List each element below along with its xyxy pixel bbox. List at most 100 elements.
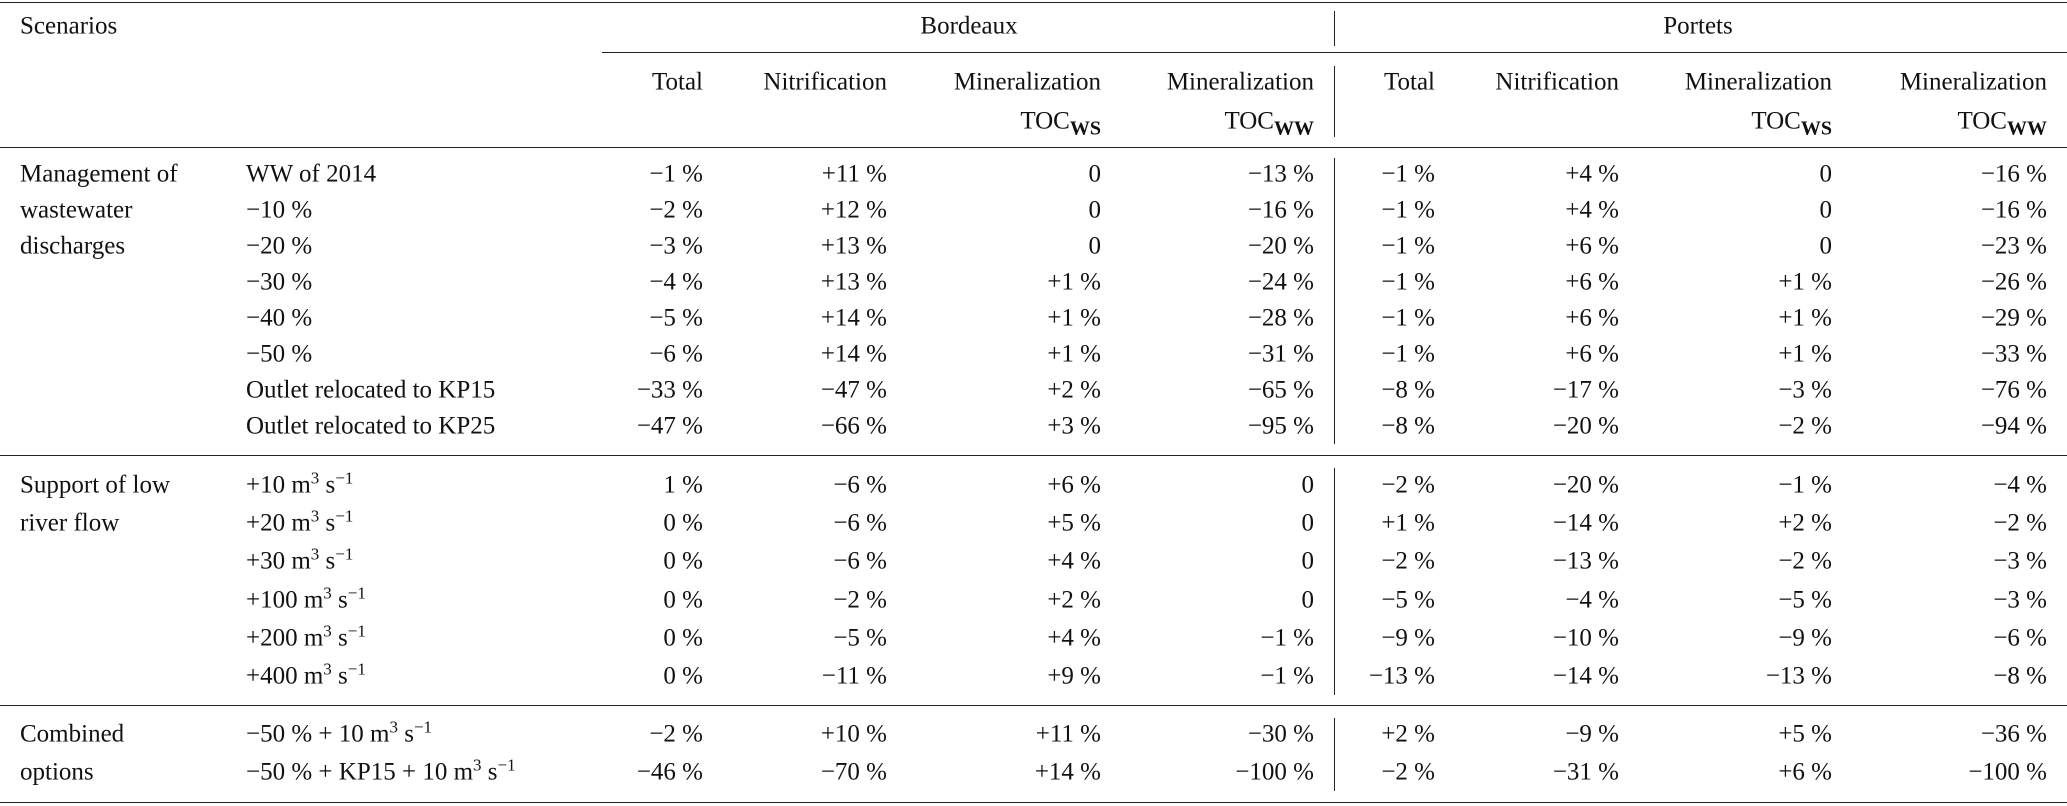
cell-value: −5 % xyxy=(649,304,703,332)
cell-value: −3 % xyxy=(1993,547,2047,575)
column-header: Total xyxy=(1383,68,1435,96)
scenario: −30 % xyxy=(246,270,312,295)
scenario-text: s xyxy=(319,509,336,537)
scenario: +10 m3 s−1 xyxy=(246,470,353,499)
scenario: −50 % + KP15 + 10 m3 s−1 xyxy=(246,757,516,786)
group-title: Bordeaux xyxy=(920,12,1018,40)
cell-value: −9 % xyxy=(1565,720,1619,748)
separator xyxy=(1334,66,1335,137)
cell-value: −9 % xyxy=(1381,624,1435,652)
scenario: +400 m3 s−1 xyxy=(246,661,366,690)
cell-value: −20 % xyxy=(1552,471,1619,499)
cell-value: −24 % xyxy=(1247,268,1314,296)
cell-value: −1 % xyxy=(1381,340,1435,368)
scenario-text: −50 % + KP15 + 10 m xyxy=(246,758,474,786)
cell-value: +2 % xyxy=(1381,720,1435,748)
column-header-toc: TOCWW xyxy=(1224,109,1314,139)
cell-value: 0 xyxy=(1819,232,1833,260)
cell-value: 0 % xyxy=(663,547,703,575)
column-header: Mineralization xyxy=(953,68,1101,96)
scenario-text: s xyxy=(331,624,348,652)
cell-value: −70 % xyxy=(820,758,887,786)
superscript: 3 xyxy=(310,468,320,488)
toc-subscript: WS xyxy=(1800,117,1832,140)
section-label: river flow xyxy=(20,509,120,537)
cell-value: −1 % xyxy=(649,160,703,188)
cell-value: −29 % xyxy=(1980,304,2047,332)
scenario-text: +10 m xyxy=(246,471,311,499)
cell-value: +11 % xyxy=(1035,720,1101,748)
column-header: Total xyxy=(651,68,703,96)
cell-value: 0 xyxy=(1088,196,1102,224)
superscript: −1 xyxy=(335,468,354,488)
cell-value: −26 % xyxy=(1980,268,2047,296)
scenario-text: Outlet relocated to KP15 xyxy=(246,376,496,404)
cell-value: −76 % xyxy=(1980,376,2047,404)
cell-value: +5 % xyxy=(1778,720,1832,748)
cell-value: +4 % xyxy=(1047,547,1101,575)
separator xyxy=(1334,718,1335,791)
cell-value: +6 % xyxy=(1565,232,1619,260)
cell-value: −4 % xyxy=(1993,471,2047,499)
scenario: −50 % xyxy=(246,342,312,367)
cell-value: −28 % xyxy=(1247,304,1314,332)
cell-value: +11 % xyxy=(821,160,887,188)
cell-value: −1 % xyxy=(1381,268,1435,296)
superscript: −1 xyxy=(347,583,366,603)
cell-value: −20 % xyxy=(1552,412,1619,440)
superscript: 3 xyxy=(310,544,320,564)
cell-value: +1 % xyxy=(1778,304,1832,332)
scenario-text: −30 % xyxy=(246,268,313,296)
cell-value: −65 % xyxy=(1247,376,1314,404)
section-label: Combined xyxy=(20,720,125,748)
cell-value: −8 % xyxy=(1381,412,1435,440)
cell-value: +5 % xyxy=(1047,509,1101,537)
cell-value: +14 % xyxy=(820,304,887,332)
cell-value: +14 % xyxy=(1034,758,1101,786)
column-header: Nitrification xyxy=(763,68,887,96)
scenario-text: +200 m xyxy=(246,624,324,652)
scenario-text: s xyxy=(331,586,348,614)
toc-subscript: WW xyxy=(2007,117,2047,140)
cell-value: −6 % xyxy=(833,547,887,575)
cell-value: −95 % xyxy=(1247,412,1314,440)
column-header-toc: TOCWW xyxy=(1957,109,2047,139)
rule xyxy=(0,802,2067,803)
scenario-text: s xyxy=(331,662,348,690)
cell-value: −4 % xyxy=(649,268,703,296)
superscript: 3 xyxy=(473,755,482,775)
cell-value: −30 % xyxy=(1247,720,1314,748)
cell-value: −17 % xyxy=(1552,376,1619,404)
cell-value: −2 % xyxy=(1993,509,2047,537)
cell-value: −6 % xyxy=(649,340,703,368)
group-title: Portets xyxy=(1663,12,1733,40)
cell-value: −13 % xyxy=(1247,160,1314,188)
cell-value: −14 % xyxy=(1552,662,1619,690)
cell-value: −2 % xyxy=(1381,471,1435,499)
superscript: −1 xyxy=(335,506,354,526)
cell-value: −16 % xyxy=(1980,196,2047,224)
cell-value: +6 % xyxy=(1778,758,1832,786)
cell-value: −5 % xyxy=(1381,586,1435,614)
cell-value: 0 xyxy=(1301,586,1315,614)
scenario-text: −10 % xyxy=(246,196,313,224)
cell-value: −47 % xyxy=(820,376,887,404)
cell-value: −6 % xyxy=(1993,624,2047,652)
superscript: −1 xyxy=(347,659,366,679)
scenario-text: +100 m xyxy=(246,586,324,614)
rule xyxy=(0,147,2067,148)
section-label: Management of xyxy=(20,160,178,188)
cell-value: −1 % xyxy=(1381,196,1435,224)
cell-value: −2 % xyxy=(1381,547,1435,575)
cell-value: −14 % xyxy=(1552,509,1619,537)
cell-value: +2 % xyxy=(1778,509,1832,537)
superscript: 3 xyxy=(323,621,332,641)
cell-value: 0 % xyxy=(663,586,703,614)
section-label: Support of low xyxy=(20,471,170,499)
cell-value: −33 % xyxy=(1980,340,2047,368)
cell-value: 0 xyxy=(1301,547,1315,575)
cell-value: −46 % xyxy=(636,758,703,786)
scenario: −50 % + 10 m3 s−1 xyxy=(246,719,432,747)
column-header-toc: TOCWS xyxy=(1020,109,1101,139)
cell-value: −5 % xyxy=(833,624,887,652)
